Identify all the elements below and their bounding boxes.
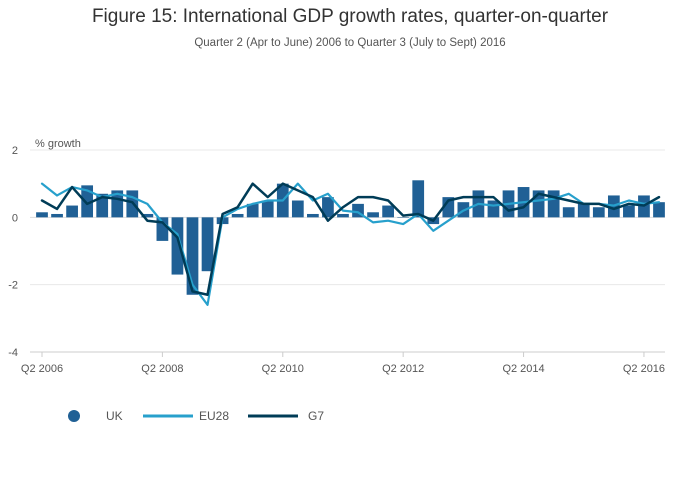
uk-bar: [367, 212, 379, 218]
uk-bar: [397, 217, 410, 218]
uk-bar: [291, 200, 304, 218]
uk-bar: [337, 213, 349, 218]
x-tick-label: Q2 2010: [262, 363, 304, 375]
uk-bar: [547, 190, 560, 218]
uk-bar: [382, 205, 394, 218]
uk-bar: [111, 190, 124, 218]
gridlines: [30, 149, 665, 353]
uk-bar: [186, 217, 199, 295]
uk-bar: [532, 190, 545, 218]
uk-bar: [156, 217, 169, 241]
x-tick-label: Q2 2012: [382, 363, 424, 375]
legend-uk-label: UK: [106, 409, 123, 423]
uk-bar: [653, 202, 665, 218]
legend-g7-label: G7: [308, 409, 324, 423]
x-tick-label: Q2 2014: [502, 363, 544, 375]
uk-bar: [51, 213, 63, 218]
uk-bar: [96, 193, 109, 218]
uk-bar: [81, 185, 94, 218]
g7-line: [40, 182, 661, 297]
uk-bar: [322, 197, 334, 218]
uk-bar: [592, 207, 605, 218]
legend: UK EU28 G7: [68, 409, 324, 423]
y-tick-label: 0: [12, 212, 18, 224]
y-tick-label: -2: [8, 280, 18, 292]
axes: -4 -2 0 2 Q2 2006 Q2 2008 Q2 2010 Q2 2012 Q2 201…: [8, 145, 665, 375]
legend-eu28-label: EU28: [199, 409, 229, 423]
uk-bar: [307, 213, 319, 218]
series-lines: [40, 182, 661, 306]
chart-subtitle: Quarter 2 (Apr to June) 2006 to Quarter …: [194, 37, 506, 49]
uk-bar: [487, 200, 500, 218]
uk-bar: [261, 200, 274, 218]
chart-title: Figure 15: International GDP growth rate…: [91, 6, 609, 27]
uk-bar: [201, 217, 214, 272]
uk-bar: [577, 203, 590, 218]
y-tick-label: -4: [8, 347, 18, 359]
y-tick-label: 2: [12, 145, 18, 157]
uk-bar: [231, 213, 244, 218]
uk-bar: [562, 207, 575, 218]
uk-bar: [352, 203, 364, 218]
x-tick-label: Q2 2008: [141, 363, 183, 375]
x-tick-label: Q2 2016: [623, 363, 665, 375]
uk-bar: [36, 212, 48, 218]
legend-uk-marker: [68, 410, 80, 422]
uk-bar: [442, 197, 455, 218]
x-tick-label: Q2 2006: [21, 363, 63, 375]
uk-bar: [171, 217, 184, 275]
y-axis-label: % growth: [35, 138, 81, 150]
uk-bar: [141, 213, 154, 218]
uk-bar: [623, 205, 635, 218]
uk-bar: [412, 180, 425, 218]
uk-bar: [66, 205, 78, 218]
uk-bar: [246, 203, 259, 218]
